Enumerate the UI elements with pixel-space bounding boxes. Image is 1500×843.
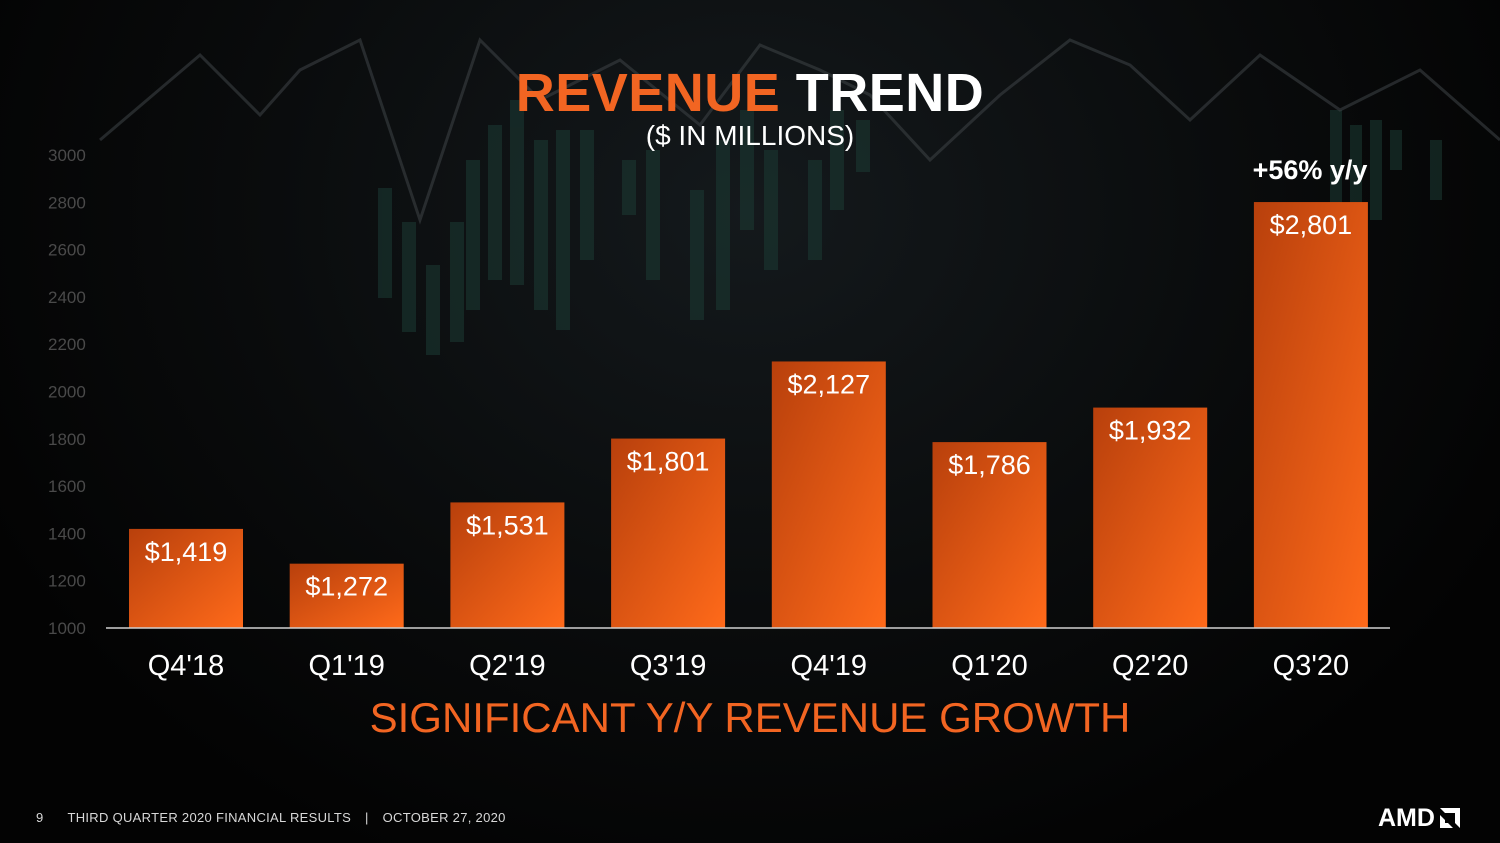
bar-Q1'20 [932, 442, 1047, 628]
title-accent-word: REVENUE [515, 63, 781, 123]
y-tick-label: 2800 [48, 193, 86, 212]
x-tick-label: Q2'20 [1112, 650, 1188, 682]
y-tick-label: 1400 [48, 524, 86, 543]
amd-arrow-icon [1439, 807, 1460, 828]
x-tick-label: Q1'19 [308, 650, 384, 682]
bar-Q3'19 [611, 438, 726, 628]
y-tick-label: 1800 [48, 430, 86, 449]
slide-subtitle: ($ IN MILLIONS) [645, 120, 855, 151]
y-tick-label: 1000 [48, 619, 86, 638]
bar-Q4'18 [129, 528, 243, 628]
x-tick-label: Q1'20 [951, 650, 1027, 682]
footer-report-title: THIRD QUARTER 2020 FINANCIAL RESULTS [67, 810, 352, 825]
y-tick-label: 3000 [48, 146, 86, 165]
bar-data-label: $2,801 [1270, 210, 1353, 240]
slide-footer: 9 THIRD QUARTER 2020 FINANCIAL RESULTS |… [36, 810, 506, 825]
bar-data-label: $1,272 [305, 572, 388, 602]
y-tick-label: 1600 [48, 477, 86, 496]
bar-data-label: $1,786 [948, 450, 1031, 480]
bar-data-label: $1,801 [627, 447, 710, 477]
footer-separator: | [365, 810, 369, 825]
bar-data-label: $1,531 [466, 510, 549, 540]
x-tick-label: Q2'19 [469, 650, 545, 682]
bar-Q2'20 [1093, 407, 1208, 628]
y-tick-label: 1200 [48, 572, 86, 591]
bar-data-label: $1,932 [1109, 416, 1192, 446]
bar-Q2'19 [450, 502, 565, 628]
slide-title: REVENUE TREND [0, 62, 1500, 124]
yoy-growth-annotation: +56% y/y [1252, 155, 1368, 185]
footer-date: OCTOBER 27, 2020 [382, 810, 506, 825]
amd-logo-text: AMD [1378, 804, 1435, 832]
amd-logo: AMD [1378, 804, 1460, 833]
bar-data-label: $1,419 [145, 537, 228, 567]
page-number: 9 [36, 810, 44, 825]
y-tick-label: 2200 [48, 335, 86, 354]
x-tick-label: Q4'18 [148, 650, 224, 682]
x-tick-label: Q3'19 [630, 650, 706, 682]
x-tick-label: Q3'20 [1273, 650, 1349, 682]
title-rest-word: TREND [795, 63, 985, 123]
bar-Q3'20 [1253, 202, 1368, 628]
bar-data-label: $2,127 [788, 369, 871, 399]
y-tick-label: 2000 [48, 383, 86, 402]
slide-tagline: SIGNIFICANT Y/Y REVENUE GROWTH [369, 694, 1131, 741]
y-tick-label: 2400 [48, 288, 86, 307]
y-tick-label: 2600 [48, 241, 86, 260]
bar-Q4'19 [771, 361, 886, 628]
bar-Q1'19 [289, 563, 404, 628]
x-tick-label: Q4'19 [791, 650, 867, 682]
